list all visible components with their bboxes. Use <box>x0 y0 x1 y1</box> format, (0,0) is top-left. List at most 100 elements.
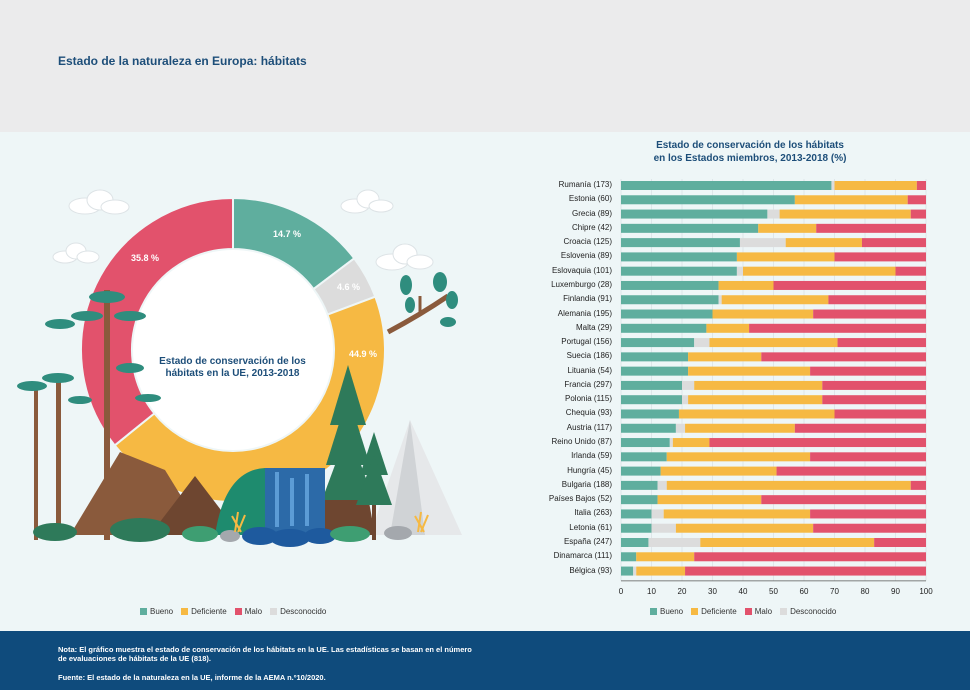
footer-source: Fuente: El estado de la naturaleza en la… <box>58 673 326 682</box>
bar-segment-malo <box>907 195 926 205</box>
bar-segment-bueno <box>621 552 637 562</box>
bar-segment-desconocido <box>675 423 686 433</box>
x-tick-label: 100 <box>919 586 933 596</box>
bar-segment-malo <box>874 538 926 547</box>
category-label: Croacia (125) <box>563 237 612 247</box>
bar-segment-malo <box>834 409 926 419</box>
legend-label: Bueno <box>150 607 174 616</box>
bar-segment-deficiente <box>706 323 750 333</box>
bar-segment-deficiente <box>685 423 795 433</box>
bar-segment-deficiente <box>709 338 838 348</box>
x-tick-label: 10 <box>647 586 656 596</box>
bar-segment-deficiente <box>666 480 911 490</box>
bar-segment-desconocido <box>633 566 637 576</box>
bar-segment-deficiente <box>663 509 811 519</box>
legend-item-malo: Malo <box>744 607 772 616</box>
legend-swatch <box>270 608 278 615</box>
bar-segment-desconocido <box>767 209 780 219</box>
bar-segment-malo <box>794 423 926 433</box>
bar-segment-bueno <box>621 280 719 290</box>
bar-segment-deficiente <box>688 352 762 362</box>
category-label: Malta (29) <box>575 322 612 332</box>
bar-segment-malo <box>810 366 926 376</box>
x-tick-label: 90 <box>891 586 900 596</box>
bar-segment-bueno <box>621 323 707 333</box>
bar-segment-bueno <box>621 380 682 390</box>
bar-segment-desconocido <box>657 480 667 490</box>
slice-label-desconocido: 4.6 % <box>337 282 361 292</box>
category-label: España (247) <box>563 537 612 546</box>
bar-segment-desconocido <box>718 295 722 305</box>
category-label: Grecia (89) <box>571 208 612 218</box>
category-label: Portugal (156) <box>561 337 612 347</box>
bar-segment-malo <box>813 523 926 533</box>
bar-segment-desconocido <box>651 509 664 519</box>
legend-label: Malo <box>244 607 263 616</box>
bar-segment-bueno <box>621 238 740 248</box>
category-label: Letonia (61) <box>569 522 612 532</box>
bar-segment-malo <box>910 480 926 490</box>
bar-segment-desconocido <box>669 438 673 448</box>
category-label: Finlandia (91) <box>563 294 612 304</box>
bar-segment-bueno <box>621 466 661 476</box>
bar-segment-deficiente <box>718 280 774 290</box>
mountain-shape <box>390 420 425 535</box>
bar-segment-bueno <box>621 295 719 305</box>
bar-segment-desconocido <box>648 538 701 547</box>
bar-segment-malo <box>773 280 926 290</box>
bar-segment-malo <box>837 338 926 348</box>
x-tick-label: 70 <box>830 586 839 596</box>
category-label: Polonia (115) <box>565 394 612 404</box>
bar-segment-bueno <box>621 395 682 405</box>
slice-label-deficiente: 44.9 % <box>349 349 378 359</box>
donut-center-label: Estado de conservación de los hábitats e… <box>159 356 306 379</box>
bar-segment-bueno <box>621 452 667 462</box>
cloud-icon <box>68 189 130 215</box>
bar-segment-malo <box>761 495 926 505</box>
category-label: Luxemburgo (28) <box>551 279 612 289</box>
tree-icon <box>17 290 161 540</box>
bar-segment-deficiente <box>712 309 814 319</box>
bar-segment-bueno <box>621 409 679 419</box>
x-tick-label: 40 <box>738 586 748 596</box>
bar-segment-desconocido <box>682 380 695 390</box>
bar-segment-desconocido <box>694 338 710 348</box>
legend-item-deficiente: Deficiente <box>691 607 737 616</box>
bar-segment-deficiente <box>672 438 710 448</box>
bar-segment-deficiente <box>636 566 686 576</box>
bar-segment-bueno <box>621 423 676 433</box>
bar-chart-title-line2: en los Estados miembros, 2013-2018 (%) <box>653 153 847 164</box>
rock-shape <box>150 476 240 535</box>
legend-item-deficiente: Deficiente <box>181 607 227 616</box>
category-label: Bulgaria (188) <box>561 479 612 489</box>
slice-label-bueno: 14.7 % <box>273 229 302 239</box>
bar-segment-deficiente <box>721 295 829 305</box>
category-label: Suecia (186) <box>566 351 612 361</box>
category-label: Chequia (93) <box>565 408 612 418</box>
bar-segment-bueno <box>621 366 689 376</box>
bar-segment-malo <box>776 466 926 476</box>
bar-segment-malo <box>822 380 926 390</box>
bar-segment-bueno <box>621 223 759 233</box>
bar-segment-malo <box>685 566 926 576</box>
bar-segment-desconocido <box>831 181 835 190</box>
page-title: Estado de la naturaleza en Europa: hábit… <box>58 54 307 68</box>
legend-swatch <box>650 608 657 615</box>
category-label: Alemania (195) <box>557 308 612 318</box>
footer-band: Nota: El gráfico muestra el estado de co… <box>0 631 970 690</box>
bar-segment-malo <box>810 509 926 519</box>
category-label: Hungría (45) <box>567 465 612 475</box>
bar-segment-bueno <box>621 209 768 219</box>
bar-segment-bueno <box>621 538 649 547</box>
legend-label: Deficiente <box>191 607 227 616</box>
slice-label-malo: 35.8 % <box>131 253 160 263</box>
bar-segment-malo <box>916 181 926 190</box>
bar-segment-bueno <box>621 352 689 362</box>
category-label: Eslovaquia (101) <box>551 265 612 275</box>
cloud-icon <box>375 243 434 271</box>
bar-segment-malo <box>834 252 926 262</box>
bush-icon <box>33 511 429 547</box>
bar-segment-bueno <box>621 523 652 533</box>
legend-label: Desconocido <box>280 607 327 616</box>
